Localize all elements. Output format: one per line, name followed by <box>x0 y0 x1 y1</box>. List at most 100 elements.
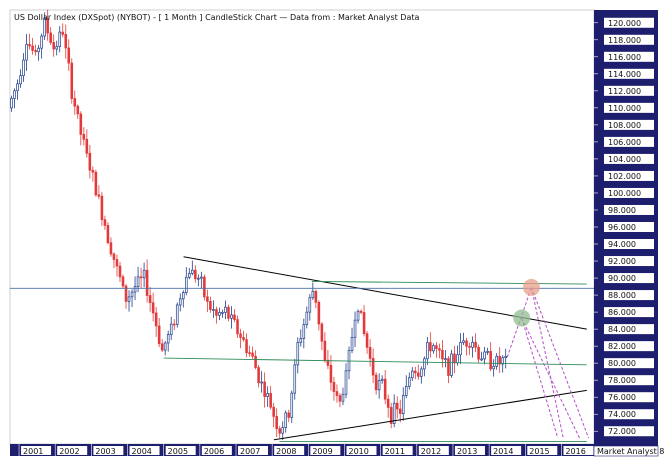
candle-up <box>302 324 306 339</box>
pink-trendline <box>521 317 580 439</box>
black-trendline <box>273 389 587 441</box>
candle-up <box>260 381 263 384</box>
candle-up <box>404 385 408 396</box>
green-target-circle <box>513 309 531 327</box>
candle-down <box>269 393 272 408</box>
candle-down <box>64 34 68 49</box>
candle-down <box>121 276 125 287</box>
candle-down <box>323 340 327 361</box>
green-trendline <box>163 357 587 366</box>
candle-down <box>79 113 83 135</box>
candle-up <box>356 310 360 321</box>
candle-up <box>163 342 167 351</box>
candle-down <box>236 319 239 335</box>
candle-up <box>462 340 465 343</box>
candle-up <box>181 292 185 300</box>
candle-up <box>166 334 170 344</box>
candle-up <box>353 319 357 338</box>
candle-up <box>290 392 294 418</box>
candle-up <box>43 18 46 37</box>
candle-up <box>188 273 191 278</box>
candle-up <box>136 276 140 287</box>
y-tick-label-bg <box>604 136 654 147</box>
candle-down <box>374 374 378 391</box>
y-tick-label: 102.000 <box>608 172 641 181</box>
candle-down <box>118 265 122 278</box>
x-tick-label: 2010 <box>348 447 368 456</box>
x-tick-label: 2006 <box>204 447 224 456</box>
candle-down <box>76 105 80 115</box>
candle-up <box>40 35 43 49</box>
x-tick-label: 2008 <box>276 447 296 456</box>
candle-up <box>401 395 405 414</box>
candle-down <box>359 310 363 313</box>
trendline-layer <box>10 256 594 442</box>
candle-down <box>272 406 275 417</box>
candle-down <box>52 42 55 50</box>
y-axis: 72.000 74.000 76.000 78.000 80.000 82.000 84.0… <box>594 17 654 437</box>
candle-up <box>178 298 182 306</box>
x-tick-label: 2011 <box>385 447 405 456</box>
y-tick-label-bg <box>604 307 654 318</box>
candle-down <box>73 98 77 107</box>
candle-down <box>67 47 71 64</box>
y-tick-label: 94.000 <box>608 240 636 249</box>
candle-down <box>94 171 98 196</box>
candle-up <box>480 358 483 361</box>
candle-up <box>456 354 459 364</box>
candle-down <box>109 242 113 255</box>
candle-down <box>453 353 456 364</box>
candle-down <box>31 45 34 51</box>
y-tick-label-bg <box>604 324 654 335</box>
candle-up <box>471 341 474 348</box>
candle-down <box>82 134 86 140</box>
candle-up <box>450 353 453 376</box>
candle-down <box>332 381 336 392</box>
x-tick-label: 2005 <box>168 447 188 456</box>
y-tick-label: 96.000 <box>608 223 636 232</box>
y-tick-label-bg <box>604 341 654 352</box>
candle-down <box>395 402 399 410</box>
candle-down <box>447 358 450 376</box>
y-tick-label: 104.000 <box>608 155 641 164</box>
red-target-circle <box>522 278 540 296</box>
candle-down <box>417 372 420 377</box>
candle-up <box>492 365 495 370</box>
candle-down <box>278 428 281 434</box>
candle-up <box>133 286 137 293</box>
x-tick-label: 2004 <box>132 447 152 456</box>
x-tick-label-bg <box>382 446 413 455</box>
candle-down <box>242 337 245 340</box>
candle-down <box>275 416 278 430</box>
x-tick-label-bg <box>310 446 341 455</box>
y-tick-label-bg <box>604 204 654 215</box>
pink-trendline <box>521 317 559 439</box>
candle-down <box>97 194 101 197</box>
candle-down <box>227 306 230 319</box>
candle-down <box>365 333 369 348</box>
x-tick-label-bg <box>21 446 52 455</box>
y-tick-label-bg <box>604 187 654 198</box>
candle-up <box>380 378 384 381</box>
y-tick-label-bg <box>604 409 654 420</box>
candle-down <box>329 364 333 383</box>
x-tick-label-bg <box>93 446 124 455</box>
x-tick-label: 2007 <box>240 447 260 456</box>
chart-title: US Dollar Index (DXSpot) (NYBOT) - [ 1 M… <box>14 13 419 22</box>
candle-down <box>91 169 95 173</box>
candle-up <box>444 358 447 360</box>
x-tick-label: 2003 <box>95 447 115 456</box>
candle-down <box>103 219 107 226</box>
y-tick-label-bg <box>604 170 654 181</box>
candle-down <box>465 340 468 347</box>
candle-up <box>58 31 62 47</box>
y-tick-label-bg <box>604 375 654 386</box>
y-tick-label: 88.000 <box>608 291 636 300</box>
y-tick-label: 74.000 <box>608 410 636 419</box>
x-tick-label: 2014 <box>493 447 513 456</box>
candle-down <box>148 295 152 304</box>
candle-down <box>254 355 257 368</box>
candle-down <box>338 395 342 402</box>
y-tick-label-bg <box>604 392 654 403</box>
candle-down <box>263 381 266 397</box>
